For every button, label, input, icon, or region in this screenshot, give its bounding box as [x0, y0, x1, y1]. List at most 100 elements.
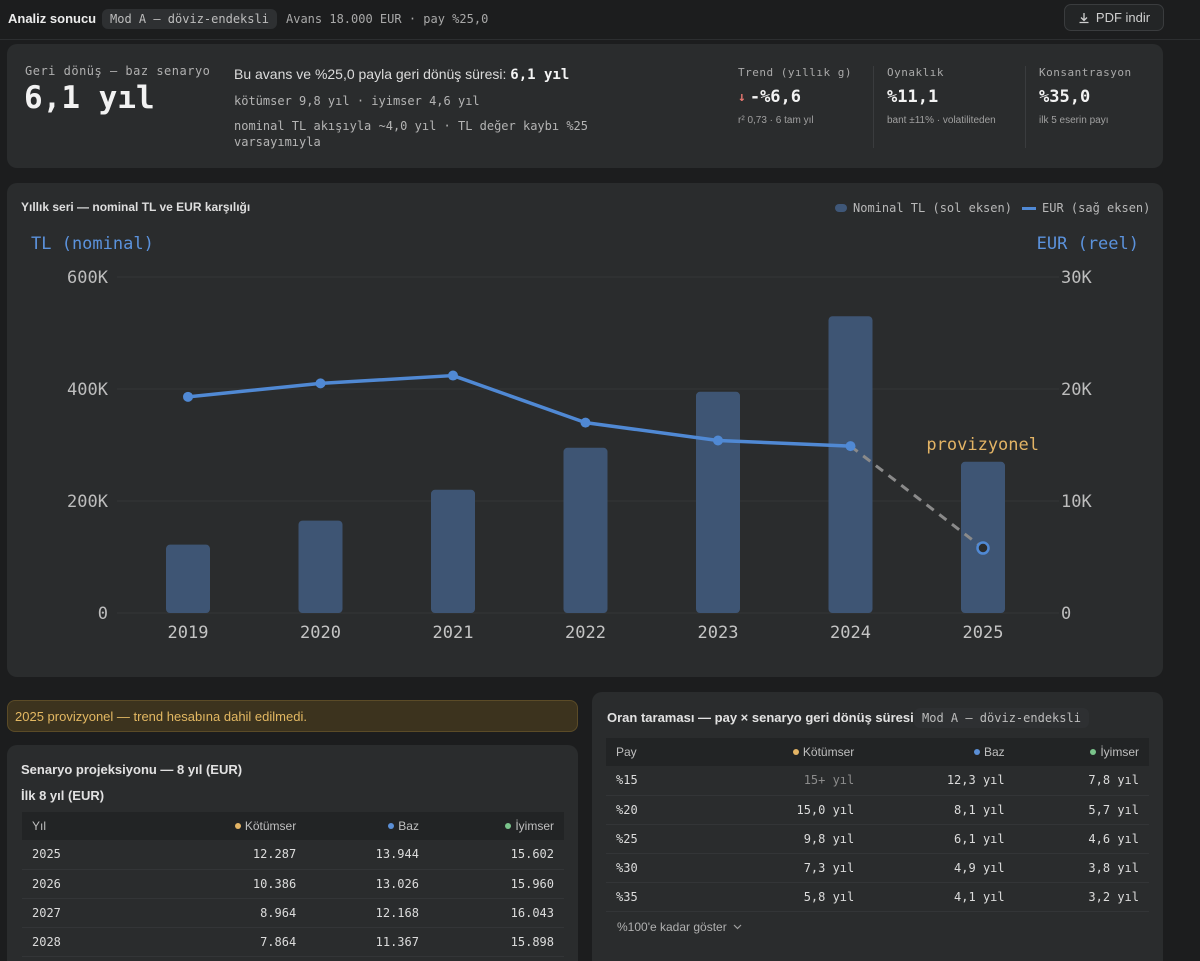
- annual-series-chart: 0 0 200K 10K 400K 20K 600K 30K TL (nominal) EUR (…: [31, 234, 1139, 643]
- ratio-title: Oran taraması — pay × senaryo geri dönüş…: [607, 710, 914, 725]
- pessimist-dot-icon: [234, 823, 241, 829]
- nominal-note: nominal TL akışıyla ~4,0 yıl · TL değer …: [234, 119, 589, 149]
- x-tick-label: 2022: [565, 623, 606, 643]
- table-cell: 2026: [22, 869, 142, 899]
- legend-item-eur: EUR (sağ eksen): [1022, 201, 1150, 215]
- table-cell: 13.944: [306, 840, 429, 870]
- payback-value: 6,1 yıl: [24, 80, 155, 116]
- table-cell: 12.287: [142, 840, 307, 870]
- table-cell: 5,7 yıl: [1014, 795, 1149, 825]
- table-cell: 9,8 yıl: [706, 824, 865, 854]
- chart-title: Yıllık seri — nominal TL ve EUR karşılığ…: [21, 200, 251, 214]
- table-row: %20 15,0 yıl 8,1 yıl 5,7 yıl: [606, 795, 1149, 825]
- legend-bar-swatch: [835, 204, 847, 212]
- kpi-trend-value: -%6,6: [749, 87, 802, 107]
- x-tick-label: 2020: [300, 623, 341, 643]
- bar-2022: [563, 447, 608, 613]
- kpi-volatility-value: %11,1: [887, 87, 939, 107]
- x-tick-label: 2025: [963, 623, 1004, 643]
- kpi-trend-note: r² 0,73 · 6 tam yıl: [738, 115, 814, 126]
- kpi-divider: [873, 66, 874, 148]
- provisional-notice: 2025 provizyonel — trend hesabına dahil …: [7, 700, 578, 732]
- summary-card: Geri dönüş — baz senaryo 6,1 yıl Bu avan…: [7, 44, 1163, 168]
- table-cell: 10.386: [142, 869, 307, 899]
- table-cell: %15: [606, 766, 706, 796]
- scenario-card: Senaryo projeksiyonu — 8 yıl (EUR) İlk 8…: [7, 745, 578, 961]
- table-cell: 2028: [22, 927, 142, 957]
- col-optimist: İyimser: [428, 812, 564, 840]
- payback-sentence-value: 6,1 yıl: [510, 67, 570, 83]
- y-right-tick-label: 0: [1061, 604, 1071, 624]
- y-right-tick-label: 30K: [1061, 268, 1092, 288]
- col-base: Baz: [306, 812, 429, 840]
- table-row: %30 7,3 yıl 4,9 yıl 3,8 yıl: [606, 853, 1149, 883]
- download-icon: [1079, 12, 1089, 23]
- y-left-tick-label: 400K: [67, 380, 109, 400]
- eur-point-provisional: [976, 541, 990, 555]
- eur-point-2020: [315, 378, 326, 389]
- y-left-tick-label: 200K: [67, 492, 109, 512]
- kpi-volatility-label: Oynaklık: [887, 66, 944, 79]
- table-cell: 2025: [22, 840, 142, 870]
- eur-point-2023: [713, 435, 723, 446]
- kpi-trend-label: Trend (yıllık g): [738, 66, 852, 79]
- table-cell: 12,3 yıl: [864, 766, 1015, 796]
- bar-2019: [166, 544, 210, 613]
- pessimist-dot-icon: [792, 749, 799, 755]
- col-pessimist: Kötümser: [142, 812, 307, 840]
- col-pessimist: Kötümser: [706, 738, 865, 766]
- table-cell: %25: [606, 824, 706, 854]
- table-row: %35 5,8 yıl 4,1 yıl 3,2 yıl: [606, 882, 1149, 912]
- table-cell: 2027: [22, 898, 142, 928]
- table-row: %25 9,8 yıl 6,1 yıl 4,6 yıl: [606, 824, 1149, 854]
- x-tick-label: 2019: [168, 623, 209, 643]
- eur-series-line: [187, 373, 851, 448]
- table-cell: 3,2 yıl: [1014, 882, 1149, 912]
- table-cell: 3,8 yıl: [1014, 853, 1149, 883]
- chevron-down-icon: [733, 924, 742, 930]
- table-cell: 11.367: [306, 927, 429, 957]
- legend-eur-label: EUR (sağ eksen): [1042, 201, 1151, 215]
- y-right-tick-label: 10K: [1061, 492, 1092, 512]
- base-dot-icon: [388, 823, 395, 829]
- x-tick-label: 2023: [698, 623, 739, 643]
- legend-tl-label: Nominal TL (sol eksen): [853, 201, 1012, 215]
- bar-2023: [696, 391, 740, 613]
- table-cell: %30: [606, 853, 706, 883]
- show-more-button[interactable]: %100'e kadar göster: [617, 920, 742, 934]
- chart-card: Yıllık seri — nominal TL ve EUR karşılığ…: [7, 183, 1163, 677]
- provisional-notice-text: 2025 provizyonel — trend hesabına dahil …: [15, 709, 307, 724]
- table-cell: 15.898: [428, 927, 564, 957]
- kpi-concentration-note: ilk 5 eserin payı: [1039, 115, 1109, 126]
- y-left-tick-label: 600K: [67, 268, 109, 288]
- table-cell: %20: [606, 795, 706, 825]
- legend-item-tl: Nominal TL (sol eksen): [835, 201, 1012, 215]
- table-cell: 7,3 yıl: [706, 853, 865, 883]
- eur-point-2021: [448, 370, 458, 381]
- page-title: Analiz sonucu: [8, 11, 97, 26]
- pdf-download-button[interactable]: PDF indir: [1064, 4, 1164, 31]
- provisional-annotation: provizyonel: [926, 435, 1039, 455]
- payback-sentence: Bu avans ve %25,0 payla geri dönüş süres…: [234, 66, 570, 83]
- table-cell: 4,9 yıl: [864, 853, 1015, 883]
- table-cell: 12.168: [306, 898, 429, 928]
- table-cell: 15.960: [428, 869, 564, 899]
- table-cell: %35: [606, 882, 706, 912]
- table-row: 2028 7.864 11.367 15.898: [22, 927, 564, 957]
- table-row: 2025 12.287 13.944 15.602: [22, 840, 564, 870]
- bar-2020: [298, 520, 343, 613]
- legend-line-swatch: [1022, 206, 1036, 210]
- col-base: Baz: [864, 738, 1015, 766]
- ratio-scan-card: Oran taraması — pay × senaryo geri dönüş…: [592, 692, 1163, 961]
- eur-provisional-line: [849, 444, 984, 550]
- pdf-download-label: PDF indir: [1095, 10, 1151, 25]
- optimist-dot-icon: [1090, 749, 1097, 755]
- table-cell: 16.043: [428, 898, 564, 928]
- kpi-concentration-label: Konsantrasyon: [1039, 66, 1132, 79]
- table-row: %15 15+ yıl 12,3 yıl 7,8 yıl: [606, 766, 1149, 796]
- optimist-dot-icon: [505, 823, 512, 829]
- col-share: Pay: [606, 738, 706, 766]
- table-cell: 5,8 yıl: [706, 882, 865, 912]
- col-optimist: İyimser: [1014, 738, 1149, 766]
- kpi-volatility: Oynaklık %11,1 bant ±11% · volatiliteden: [887, 66, 1027, 126]
